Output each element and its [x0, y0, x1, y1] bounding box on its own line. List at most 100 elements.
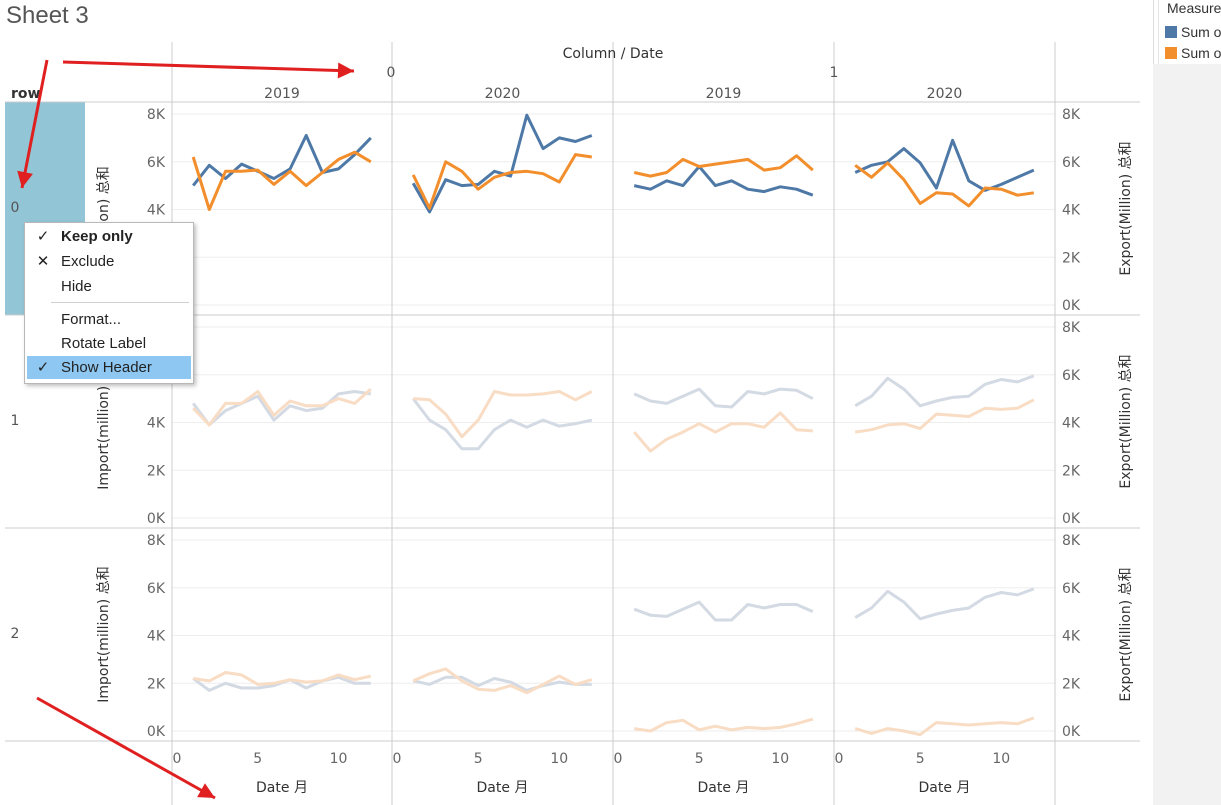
x-axis-label: Date 月 [698, 780, 750, 796]
y-axis-label-left: Import(million) 总和 [96, 353, 112, 489]
y-tick-left: 8K [147, 533, 166, 549]
series-line-export [633, 411, 813, 453]
series-line-export [192, 671, 372, 686]
menu-item-label: Hide [61, 278, 92, 295]
y-tick-left: 4K [147, 416, 166, 432]
series-line-export [854, 398, 1035, 434]
y-tick-right: 6K [1062, 368, 1081, 384]
y-tick-right: 8K [1062, 107, 1081, 123]
column-year-label: 2019 [706, 86, 742, 102]
series-line-import [192, 675, 371, 692]
column-header-title: Column / Date [563, 46, 664, 62]
x-tick: 5 [253, 751, 262, 767]
menu-item-format[interactable]: Format... [27, 308, 191, 331]
annotation-arrow [36, 696, 216, 800]
series-line-export [413, 390, 593, 439]
legend-label-export: Sum o [1181, 45, 1221, 61]
x-tick: 0 [614, 751, 623, 767]
y-tick-right: 6K [1062, 581, 1081, 597]
y-tick-left: 0K [147, 511, 166, 527]
legend-item-import[interactable]: Sum o [1165, 24, 1221, 40]
series-line-import [854, 138, 1035, 192]
y-tick-right: 6K [1062, 155, 1081, 171]
column-year-label: 2020 [485, 86, 521, 102]
menu-separator [51, 302, 189, 303]
annotation-arrowhead [17, 170, 33, 188]
y-tick-right: 4K [1062, 416, 1081, 432]
y-tick-left: 4K [147, 629, 166, 645]
y-axis-label-left: Import(million) 总和 [96, 566, 112, 702]
annotation-arrowhead [197, 783, 215, 798]
x-tick: 10 [771, 751, 789, 767]
check-icon: ✓ [36, 359, 50, 376]
x-axis-label: Date 月 [256, 780, 308, 796]
row-label: 2 [11, 626, 20, 642]
y-axis-label-right: Export(Million) 总和 [1118, 354, 1134, 488]
x-tick: 10 [330, 751, 348, 767]
y-tick-right: 0K [1062, 511, 1081, 527]
legend-swatch-import [1165, 26, 1177, 38]
menu-item-show-header[interactable]: ✓ Show Header [27, 356, 191, 379]
menu-item-label: Format... [61, 311, 122, 328]
x-tick: 10 [992, 751, 1010, 767]
y-tick-left: 6K [147, 581, 166, 597]
column-year-label: 2020 [927, 86, 963, 102]
menu-item-exclude[interactable]: ✕ Exclude [27, 250, 191, 273]
y-tick-right: 4K [1062, 629, 1081, 645]
check-icon: ✓ [36, 228, 50, 245]
legend-item-export[interactable]: Sum o [1165, 45, 1221, 61]
context-menu[interactable]: ✓ Keep only ✕ Exclude Hide Format... Rot… [24, 222, 194, 384]
series-line-export [191, 150, 372, 211]
x-axis-label: Date 月 [477, 780, 529, 796]
series-line-export [412, 667, 593, 695]
series-line-export [411, 153, 593, 210]
menu-item-rotate-label[interactable]: Rotate Label [27, 332, 191, 355]
series-line-import [412, 675, 592, 692]
y-tick-right: 0K [1062, 724, 1081, 740]
series-line-export [192, 387, 372, 427]
annotation-arrowhead [337, 62, 354, 79]
series-line-import [412, 397, 593, 451]
x-tick: 10 [550, 751, 568, 767]
y-tick-right: 2K [1062, 676, 1081, 692]
y-axis-label-right: Export(Million) 总和 [1118, 141, 1134, 275]
menu-item-keep-only[interactable]: ✓ Keep only [27, 225, 191, 248]
y-tick-left: 4K [147, 203, 166, 219]
row-label: 1 [11, 413, 20, 429]
y-tick-left: 8K [147, 107, 166, 123]
row-header-label: row [11, 86, 41, 102]
series-line-export [854, 161, 1035, 208]
legend[interactable]: Measure Sum o Sum o [1158, 0, 1221, 64]
y-tick-right: 4K [1062, 203, 1081, 219]
legend-label-import: Sum o [1181, 24, 1221, 40]
series-line-import [854, 374, 1035, 408]
series-line-export [854, 716, 1035, 737]
y-tick-left: 2K [147, 676, 166, 692]
x-tick: 5 [916, 751, 925, 767]
series-line-export [633, 154, 814, 178]
right-gutter [1153, 64, 1221, 805]
x-tick: 0 [835, 751, 844, 767]
y-tick-left: 0K [147, 724, 166, 740]
legend-title: Measure [1167, 0, 1221, 16]
y-tick-right: 8K [1062, 320, 1081, 336]
menu-item-hide[interactable]: Hide [27, 275, 191, 298]
series-line-import [411, 113, 593, 214]
y-tick-right: 2K [1062, 250, 1081, 266]
annotation-arrow [62, 60, 355, 73]
series-line-import [191, 390, 372, 427]
column-year-label: 2019 [264, 86, 300, 102]
y-tick-left: 2K [147, 463, 166, 479]
x-tick: 5 [695, 751, 704, 767]
menu-item-label: Keep only [61, 228, 133, 245]
series-line-import [633, 600, 814, 622]
column-group-label: 0 [387, 65, 396, 81]
y-axis-label-right: Export(Million) 总和 [1118, 567, 1134, 701]
series-line-import [854, 587, 1035, 621]
row-label: 0 [11, 200, 20, 216]
series-line-import [633, 165, 814, 197]
y-tick-right: 2K [1062, 463, 1081, 479]
series-line-import [633, 387, 814, 409]
x-tick: 0 [173, 751, 182, 767]
